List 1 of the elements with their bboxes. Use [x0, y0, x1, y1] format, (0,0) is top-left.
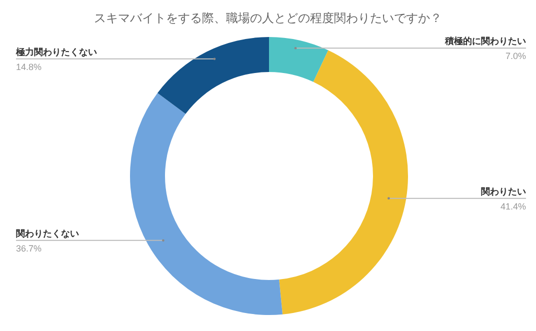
- title: スキマバイトをする際、職場の人とどの程度関わりたいですか？: [94, 11, 442, 25]
